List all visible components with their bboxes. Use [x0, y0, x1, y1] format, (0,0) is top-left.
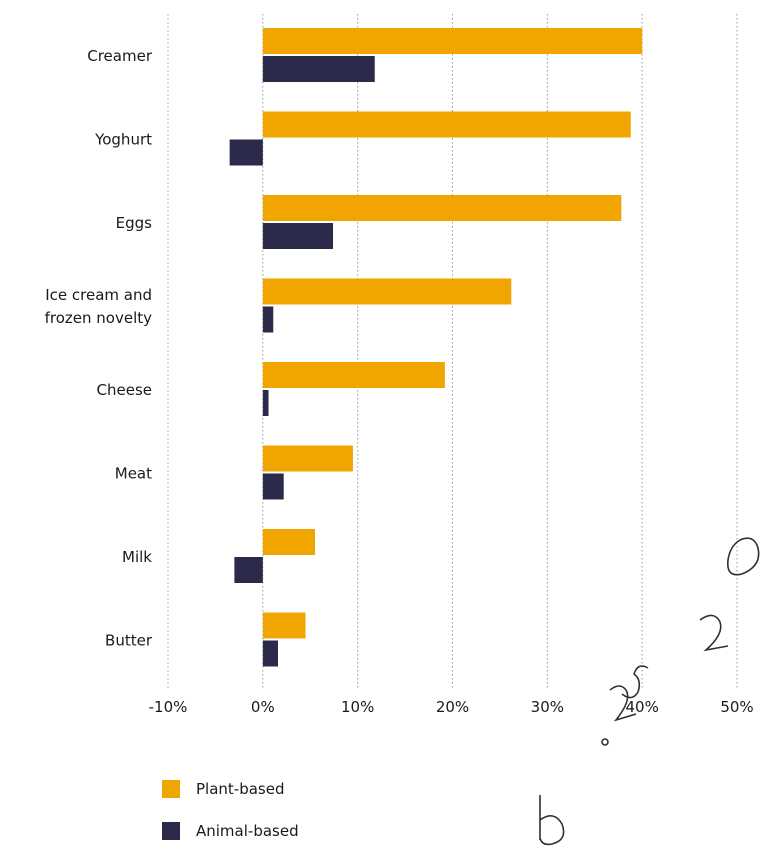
category-labels: Creamer Yoghurt Eggs Ice cream and frozen no…: [45, 47, 153, 650]
bar-plant-2: [262, 195, 622, 221]
bar-animal-4: [262, 390, 269, 416]
bar-plant-0: [262, 28, 643, 54]
x-axis-ticks: -10% 0% 10% 20% 30% 40% 50%: [149, 698, 754, 716]
x-tick-label-5: 40%: [625, 698, 658, 716]
category-label-7: Butter: [105, 632, 153, 650]
category-label-3: Ice cream and frozen novelty: [45, 286, 153, 327]
x-tick-label-2: 10%: [341, 698, 374, 716]
x-tick-label-4: 30%: [531, 698, 564, 716]
bar-plant-7: [262, 612, 306, 639]
category-label-1: Yoghurt: [94, 131, 152, 149]
legend-label-plant: Plant-based: [196, 780, 285, 798]
x-tick-label-3: 20%: [436, 698, 469, 716]
x-tick-label-6: 50%: [720, 698, 753, 716]
legend-label-animal: Animal-based: [196, 822, 299, 840]
bar-animal-3: [262, 306, 274, 333]
bars: [229, 28, 643, 667]
bar-plant-3: [262, 278, 512, 305]
legend: Plant-based Animal-based: [162, 778, 299, 862]
category-label-2: Eggs: [116, 214, 153, 232]
bar-animal-2: [262, 223, 334, 249]
category-label-4: Cheese: [97, 381, 152, 399]
bar-animal-5: [262, 473, 284, 500]
bar-plant-1: [262, 111, 631, 138]
bar-animal-1: [229, 139, 263, 166]
x-tick-label-0: -10%: [149, 698, 188, 716]
bar-plant-6: [262, 529, 315, 555]
bar-chart: Creamer Yoghurt Eggs Ice cream and frozen no…: [45, 14, 754, 716]
category-label-0: Creamer: [87, 47, 153, 65]
bar-animal-6: [234, 557, 263, 583]
bar-animal-0: [262, 56, 375, 82]
bar-plant-5: [262, 445, 353, 472]
bar-animal-7: [262, 640, 279, 667]
bar-plant-4: [262, 362, 445, 388]
category-label-6: Milk: [122, 548, 152, 566]
category-label-5: Meat: [115, 465, 152, 483]
legend-swatch-plant: [162, 780, 180, 798]
x-tick-label-1: 0%: [251, 698, 275, 716]
legend-swatch-animal: [162, 822, 180, 840]
legend-item-plant: Plant-based: [162, 778, 299, 800]
legend-item-animal: Animal-based: [162, 820, 299, 842]
